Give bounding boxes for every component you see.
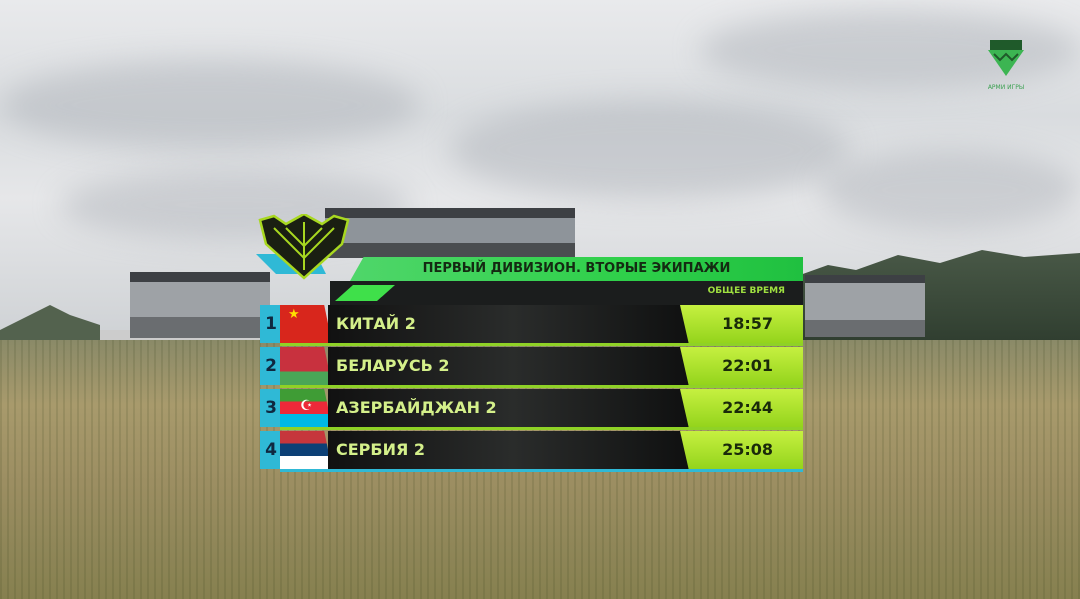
accent-stripe (335, 285, 395, 301)
standings-row: 1 ★ КИТАЙ 2 18:57 (260, 305, 805, 346)
team-name: КИТАЙ 2 (328, 305, 698, 343)
army-games-logo: АРМИ ИГРЫ (980, 40, 1032, 91)
team-time: 25:08 (680, 431, 803, 469)
rank: 1 (260, 305, 282, 343)
row-underline (280, 469, 803, 472)
team-time: 18:57 (680, 305, 803, 343)
shield-emblem-icon (256, 212, 350, 280)
rank: 3 (260, 389, 282, 427)
army-games-emblem-icon (988, 40, 1024, 76)
azerbaijan-flag-icon: ☪ (280, 389, 332, 427)
team-name: АЗЕРБАЙДЖАН 2 (328, 389, 698, 427)
row-underline (280, 385, 803, 388)
logo-text: АРМИ ИГРЫ (987, 84, 1025, 91)
serbia-flag-icon (280, 431, 332, 469)
army-games-emblem (256, 212, 352, 286)
grandstand-left (130, 272, 270, 338)
rank: 4 (260, 431, 282, 469)
rank: 2 (260, 347, 282, 385)
standings-subheader: ОБЩЕЕ ВРЕМЯ (330, 281, 803, 305)
standings-row: 2 БЕЛАРУСЬ 2 22:01 (260, 347, 805, 388)
standings-row: 4 СЕРБИЯ 2 25:08 (260, 431, 805, 472)
team-name: БЕЛАРУСЬ 2 (328, 347, 698, 385)
team-time: 22:01 (680, 347, 803, 385)
belarus-flag-icon (280, 347, 332, 385)
row-underline (280, 427, 803, 430)
row-underline (280, 343, 803, 346)
team-time: 22:44 (680, 389, 803, 427)
team-name: СЕРБИЯ 2 (328, 431, 698, 469)
china-flag-icon: ★ (280, 305, 332, 343)
standings-row: 3 ☪ АЗЕРБАЙДЖАН 2 22:44 (260, 389, 805, 430)
grandstand (325, 208, 575, 258)
grandstand-right (805, 275, 925, 337)
total-time-header: ОБЩЕЕ ВРЕМЯ (707, 286, 785, 296)
standings-title: ПЕРВЫЙ ДИВИЗИОН. ВТОРЫЕ ЭКИПАЖИ (350, 257, 803, 281)
